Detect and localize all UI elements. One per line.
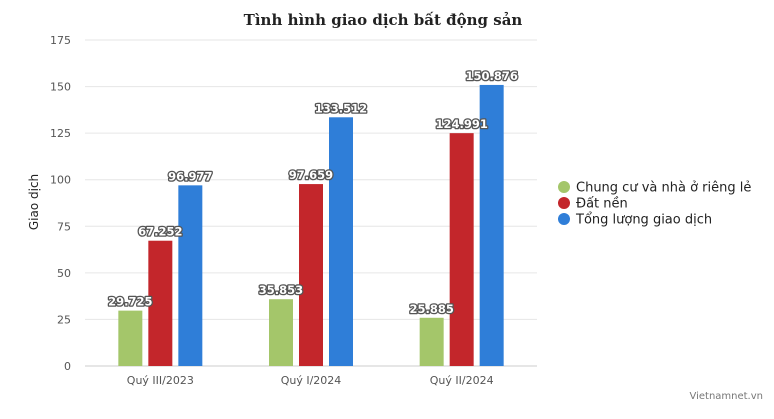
credit-text: Vietnamnet.vn bbox=[689, 391, 763, 402]
y-tick-label: 25 bbox=[57, 313, 71, 326]
legend-item-tong-luong-giao-dich[interactable]: Tổng lượng giao dịch bbox=[558, 213, 712, 228]
data-label: 96.977 bbox=[168, 169, 212, 183]
bars bbox=[118, 84, 504, 366]
legend-item-chung-cu-va-nha-o-rieng-le[interactable]: Chung cư và nhà ở riêng lẻ bbox=[558, 181, 751, 196]
y-tick-label: 50 bbox=[57, 267, 71, 280]
legend-marker bbox=[558, 213, 570, 225]
y-tick-label: 100 bbox=[50, 174, 71, 187]
data-label: 124.991 bbox=[435, 117, 487, 131]
x-tick-label: Quý III/2023 bbox=[127, 374, 194, 387]
data-label: 67.252 bbox=[138, 225, 182, 239]
y-tick-label: 175 bbox=[50, 34, 71, 47]
x-axis-tick-labels: Quý III/2023 Quý I/2024 Quý II/2024 bbox=[127, 374, 494, 387]
bar-tong-luong-giao-dich[interactable] bbox=[479, 84, 504, 366]
legend-marker bbox=[558, 197, 570, 209]
legend-label: Tổng lượng giao dịch bbox=[575, 213, 712, 228]
bar-dat-nen[interactable] bbox=[449, 133, 474, 366]
bar-chung-cu-va-nha-o-rieng-le[interactable] bbox=[419, 317, 444, 366]
data-label: 97.659 bbox=[289, 168, 333, 182]
chart-title: Tình hình giao dịch bất động sản bbox=[244, 11, 523, 29]
bar-tong-luong-giao-dich[interactable] bbox=[329, 117, 353, 366]
y-axis-title: Giao dịch bbox=[27, 174, 41, 230]
bar-chung-cu-va-nha-o-rieng-le[interactable] bbox=[269, 299, 293, 366]
legend-item-dat-nen[interactable]: Đất nền bbox=[558, 197, 628, 212]
legend-marker bbox=[558, 181, 570, 193]
y-tick-label: 75 bbox=[57, 220, 71, 233]
data-label: 25.885 bbox=[409, 302, 453, 316]
y-axis-tick-labels: 0 25 50 75 100 125 150 175 bbox=[50, 34, 71, 373]
legend-label: Đất nền bbox=[576, 197, 628, 212]
data-labels: 29.725 67.252 96.977 35.853 97.659 133.512 25.… bbox=[107, 68, 519, 317]
bar-dat-nen[interactable] bbox=[148, 240, 173, 366]
data-label: 29.725 bbox=[108, 295, 152, 309]
bar-tong-luong-giao-dich[interactable] bbox=[178, 185, 203, 366]
x-tick-label: Quý I/2024 bbox=[281, 374, 342, 387]
bar-chung-cu-va-nha-o-rieng-le[interactable] bbox=[118, 310, 143, 366]
y-tick-label: 150 bbox=[50, 81, 71, 94]
y-tick-label: 0 bbox=[64, 360, 71, 373]
data-label: 150.876 bbox=[465, 69, 517, 83]
data-label: 35.853 bbox=[259, 283, 303, 297]
bar-dat-nen[interactable] bbox=[299, 184, 323, 366]
legend-label: Chung cư và nhà ở riêng lẻ bbox=[576, 181, 751, 196]
y-tick-label: 125 bbox=[50, 127, 71, 140]
data-label: 133.512 bbox=[315, 101, 367, 115]
x-tick-label: Quý II/2024 bbox=[430, 374, 494, 387]
